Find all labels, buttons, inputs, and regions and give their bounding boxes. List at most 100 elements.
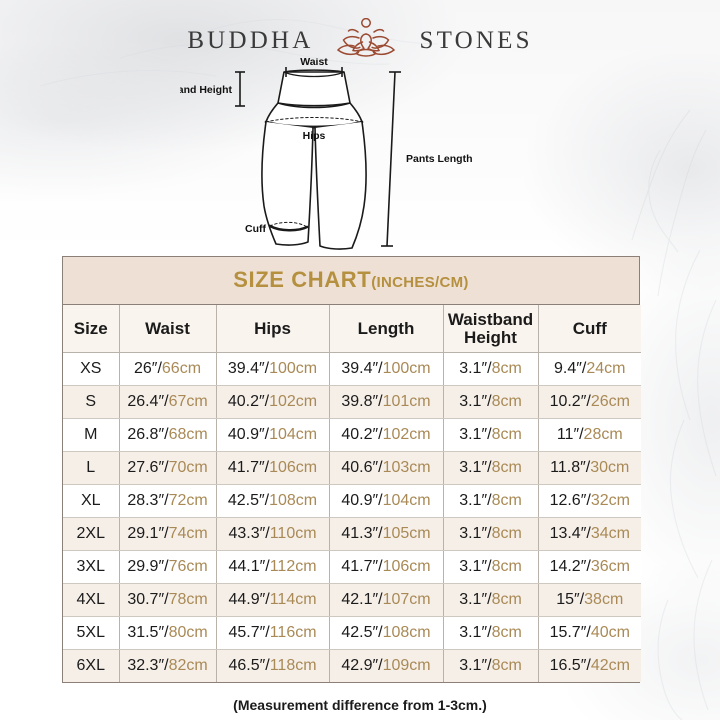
cell-waistband-height: 3.1″/8cm <box>443 649 539 682</box>
value-centimeters: 108cm <box>382 624 431 641</box>
table-body: XS 26″/66cm 39.4″/100cm 39.4″/100cm 3.1″/8cm… <box>63 352 641 682</box>
cell-cuff: 16.5″/42cm <box>538 649 641 682</box>
value-inches: 3.1″/ <box>459 657 492 674</box>
table-row: 3XL 29.9″/76cm 44.1″/112cm 41.7″/106cm 3.1″/… <box>63 550 641 584</box>
table-row: 2XL 29.1″/74cm 43.3″/110cm 41.3″/105cm 3.1″/… <box>63 517 641 551</box>
cell-waist: 26.8″/68cm <box>119 418 217 452</box>
value-centimeters: 8cm <box>491 657 522 674</box>
value-inches: 39.8″/ <box>341 393 383 410</box>
cell-cuff: 12.6″/32cm <box>538 484 641 518</box>
value-inches: 13.4″/ <box>549 525 591 542</box>
cell-length: 42.9″/109cm <box>329 649 444 682</box>
value-centimeters: 38cm <box>584 591 624 608</box>
value-inches: 42.5″/ <box>227 492 270 509</box>
value-centimeters: 116cm <box>269 624 317 641</box>
value-centimeters: 100cm <box>269 360 318 377</box>
value-centimeters: 66cm <box>161 360 202 377</box>
value-inches: 3.1″/ <box>459 360 492 377</box>
cell-cuff: 11.8″/30cm <box>538 451 641 485</box>
cell-size: XS <box>63 352 120 386</box>
value-centimeters: 36cm <box>590 558 630 575</box>
value-inches: 41.7″/ <box>227 459 270 476</box>
value-inches: 30.7″/ <box>127 591 169 608</box>
value-centimeters: 102cm <box>269 393 318 410</box>
value-centimeters: 67cm <box>168 393 208 410</box>
cell-size: 4XL <box>63 583 120 617</box>
value-centimeters: 8cm <box>491 459 522 476</box>
value-inches: 40.6″/ <box>341 459 383 476</box>
value-centimeters: 112cm <box>269 558 317 575</box>
cell-waistband-height: 3.1″/8cm <box>443 352 539 386</box>
value-inches: 26.8″/ <box>127 426 169 443</box>
waistband-header-line2: Height <box>464 327 517 347</box>
pants-measurement-diagram: Waist Waistband Height Hips Pants Length… <box>180 58 510 253</box>
cell-length: 40.9″/104cm <box>329 484 444 518</box>
cell-size: 2XL <box>63 517 120 551</box>
value-inches: 46.5″/ <box>228 657 270 674</box>
value-centimeters: 8cm <box>491 558 522 575</box>
table-row: XL 28.3″/72cm 42.5″/108cm 40.9″/104cm 3.1″/8… <box>63 484 641 518</box>
value-inches: 32.3″/ <box>127 657 169 674</box>
cell-cuff: 9.4″/24cm <box>538 352 641 386</box>
cell-hips: 44.1″/112cm <box>216 550 330 584</box>
diagram-label-cuff: Cuff <box>245 223 266 235</box>
cell-cuff: 11″/28cm <box>538 418 641 452</box>
value-centimeters: 42cm <box>590 657 630 674</box>
value-centimeters: 32cm <box>590 492 630 509</box>
value-centimeters: 107cm <box>382 591 431 608</box>
value-inches: 44.1″/ <box>228 558 270 575</box>
value-centimeters: 30cm <box>590 459 630 476</box>
value-centimeters: 106cm <box>382 558 431 575</box>
value-inches: 44.9″/ <box>228 591 270 608</box>
cell-length: 40.2″/102cm <box>329 418 444 452</box>
cell-length: 42.1″/107cm <box>329 583 444 617</box>
brand-logo: BUDDHA STONES <box>0 18 720 64</box>
cell-waistband-height: 3.1″/8cm <box>443 616 539 650</box>
brand-word-left: BUDDHA <box>187 27 314 54</box>
cell-waist: 29.1″/74cm <box>119 517 217 551</box>
value-inches: 26″/ <box>133 360 162 377</box>
brand-word-right: STONES <box>419 27 533 54</box>
value-inches: 27.6″/ <box>127 459 169 476</box>
table-row: XS 26″/66cm 39.4″/100cm 39.4″/100cm 3.1″/8cm… <box>63 352 641 386</box>
diagram-label-pants-length: Pants Length <box>406 153 473 165</box>
value-inches: 12.6″/ <box>549 492 591 509</box>
table-row: L 27.6″/70cm 41.7″/106cm 40.6″/103cm 3.1″/8c… <box>63 451 641 485</box>
cell-size: M <box>63 418 120 452</box>
cell-length: 39.4″/100cm <box>329 352 444 386</box>
value-inches: 3.1″/ <box>459 558 492 575</box>
cell-waist: 26″/66cm <box>119 352 217 386</box>
value-centimeters: 104cm <box>382 492 431 509</box>
value-centimeters: 101cm <box>382 393 431 410</box>
cell-waist: 29.9″/76cm <box>119 550 217 584</box>
value-inches: 3.1″/ <box>459 459 492 476</box>
value-centimeters: 102cm <box>382 426 431 443</box>
value-inches: 39.4″/ <box>227 360 270 377</box>
cell-waistband-height: 3.1″/8cm <box>443 385 539 419</box>
cell-hips: 46.5″/118cm <box>216 649 330 682</box>
value-centimeters: 70cm <box>168 459 208 476</box>
cell-cuff: 15″/38cm <box>538 583 641 617</box>
value-inches: 43.3″/ <box>228 525 270 542</box>
value-centimeters: 108cm <box>269 492 318 509</box>
value-centimeters: 34cm <box>590 525 630 542</box>
table-row: 4XL 30.7″/78cm 44.9″/114cm 42.1″/107cm 3.1″/… <box>63 583 641 617</box>
cell-size: 5XL <box>63 616 120 650</box>
cell-length: 41.7″/106cm <box>329 550 444 584</box>
value-inches: 9.4″/ <box>554 360 587 377</box>
cell-hips: 39.4″/100cm <box>216 352 330 386</box>
value-inches: 16.5″/ <box>549 657 591 674</box>
cell-hips: 44.9″/114cm <box>216 583 330 617</box>
size-chart-title-unit: (INCHES/CM) <box>371 274 469 291</box>
lotus-meditation-icon <box>337 18 396 57</box>
value-centimeters: 80cm <box>168 624 208 641</box>
value-inches: 29.9″/ <box>127 558 169 575</box>
cell-waist: 30.7″/78cm <box>119 583 217 617</box>
value-inches: 40.9″/ <box>227 426 270 443</box>
cell-waist: 28.3″/72cm <box>119 484 217 518</box>
value-inches: 45.7″/ <box>228 624 270 641</box>
value-centimeters: 26cm <box>590 393 630 410</box>
cell-hips: 42.5″/108cm <box>216 484 330 518</box>
value-inches: 42.5″/ <box>341 624 383 641</box>
value-centimeters: 8cm <box>491 393 522 410</box>
